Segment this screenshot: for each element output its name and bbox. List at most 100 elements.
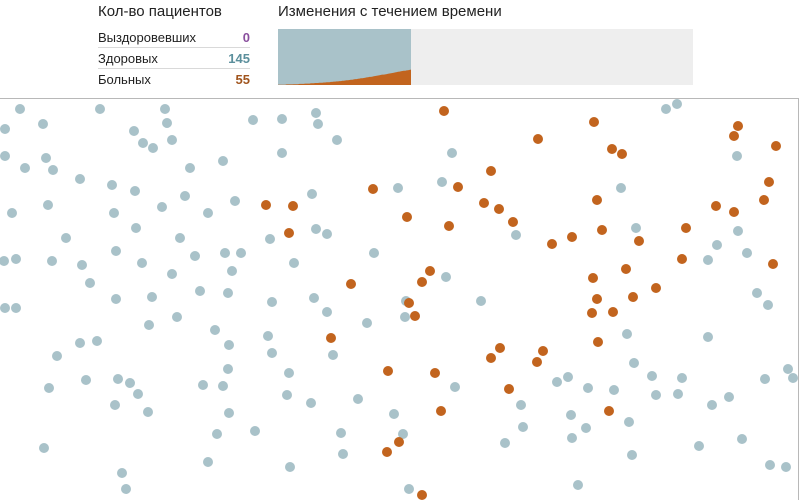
healthy-patient-dot <box>11 254 21 264</box>
healthy-patient-dot <box>224 408 234 418</box>
sick-patient-dot <box>634 236 644 246</box>
healthy-patient-dot <box>389 409 399 419</box>
sick-patient-dot <box>326 333 336 343</box>
healthy-patient-dot <box>75 338 85 348</box>
sick-patient-dot <box>368 184 378 194</box>
healthy-patient-dot <box>218 381 228 391</box>
healthy-patient-dot <box>92 336 102 346</box>
healthy-patient-dot <box>137 258 147 268</box>
healthy-patient-dot <box>703 255 713 265</box>
healthy-patient-dot <box>677 373 687 383</box>
sick-patient-dot <box>284 228 294 238</box>
sick-patient-dot <box>436 406 446 416</box>
healthy-patient-dot <box>190 251 200 261</box>
sick-patient-dot <box>617 149 627 159</box>
sick-patient-dot <box>383 366 393 376</box>
healthy-patient-dot <box>224 340 234 350</box>
healthy-patient-dot <box>398 429 408 439</box>
healthy-patient-dot <box>223 364 233 374</box>
healthy-patient-dot <box>129 126 139 136</box>
healthy-patient-dot <box>267 348 277 358</box>
sick-patient-dot <box>261 200 271 210</box>
simulation-canvas <box>0 99 798 500</box>
healthy-patient-dot <box>563 372 573 382</box>
count-row-sick: Больных 55 <box>98 69 250 89</box>
healthy-patient-dot <box>0 124 10 134</box>
healthy-patient-dot <box>95 104 105 114</box>
sick-patient-dot <box>589 117 599 127</box>
healthy-patient-dot <box>61 233 71 243</box>
healthy-patient-dot <box>265 234 275 244</box>
healthy-patient-dot <box>157 202 167 212</box>
healthy-patient-dot <box>7 208 17 218</box>
healthy-patient-dot <box>651 390 661 400</box>
healthy-patient-dot <box>15 104 25 114</box>
sick-patient-dot <box>508 217 518 227</box>
sick-patient-dot <box>394 437 404 447</box>
sick-patient-dot <box>346 279 356 289</box>
healthy-patient-dot <box>742 248 752 258</box>
count-value-recovered: 0 <box>242 29 250 45</box>
healthy-patient-dot <box>220 248 230 258</box>
healthy-patient-dot <box>733 226 743 236</box>
healthy-patient-dot <box>175 233 185 243</box>
healthy-patient-dot <box>107 180 117 190</box>
sick-patient-dot <box>711 201 721 211</box>
healthy-patient-dot <box>121 484 131 494</box>
healthy-patient-dot <box>724 392 734 402</box>
healthy-patient-dot <box>148 143 158 153</box>
healthy-patient-dot <box>282 390 292 400</box>
healthy-patient-dot <box>185 163 195 173</box>
healthy-patient-dot <box>309 293 319 303</box>
healthy-patient-dot <box>694 441 704 451</box>
healthy-patient-dot <box>362 318 372 328</box>
healthy-patient-dot <box>47 256 57 266</box>
healthy-patient-dot <box>210 325 220 335</box>
timeline-chart <box>278 29 693 85</box>
healthy-patient-dot <box>369 248 379 258</box>
healthy-patient-dot <box>41 153 51 163</box>
healthy-patient-dot <box>52 351 62 361</box>
timeline-sick-area <box>278 69 411 85</box>
count-label-healthy: Здоровых <box>98 50 158 66</box>
patient-counts-title: Кол-во пациентов <box>98 3 222 20</box>
healthy-patient-dot <box>566 410 576 420</box>
healthy-patient-dot <box>289 258 299 268</box>
healthy-patient-dot <box>38 119 48 129</box>
sick-patient-dot <box>288 201 298 211</box>
healthy-patient-dot <box>661 104 671 114</box>
healthy-patient-dot <box>336 428 346 438</box>
healthy-patient-dot <box>581 423 591 433</box>
sick-patient-dot <box>733 121 743 131</box>
count-row-healthy: Здоровых 145 <box>98 48 250 69</box>
sick-patient-dot <box>592 195 602 205</box>
timeline-panel: Изменения с течением времени <box>278 3 694 85</box>
healthy-patient-dot <box>629 358 639 368</box>
sick-patient-dot <box>533 134 543 144</box>
healthy-patient-dot <box>763 300 773 310</box>
healthy-patient-dot <box>332 135 342 145</box>
sick-patient-dot <box>567 232 577 242</box>
healthy-patient-dot <box>131 223 141 233</box>
healthy-patient-dot <box>162 118 172 128</box>
healthy-patient-dot <box>353 394 363 404</box>
sick-patient-dot <box>417 277 427 287</box>
healthy-patient-dot <box>622 329 632 339</box>
healthy-patient-dot <box>752 288 762 298</box>
healthy-patient-dot <box>447 148 457 158</box>
sick-patient-dot <box>417 490 427 500</box>
healthy-patient-dot <box>400 312 410 322</box>
healthy-patient-dot <box>609 385 619 395</box>
healthy-patient-dot <box>703 332 713 342</box>
healthy-patient-dot <box>143 407 153 417</box>
sick-patient-dot <box>607 144 617 154</box>
healthy-patient-dot <box>328 350 338 360</box>
healthy-patient-dot <box>404 484 414 494</box>
healthy-patient-dot <box>707 400 717 410</box>
healthy-patient-dot <box>180 191 190 201</box>
healthy-patient-dot <box>248 115 258 125</box>
healthy-patient-dot <box>516 400 526 410</box>
sick-patient-dot <box>651 283 661 293</box>
healthy-patient-dot <box>788 373 798 383</box>
